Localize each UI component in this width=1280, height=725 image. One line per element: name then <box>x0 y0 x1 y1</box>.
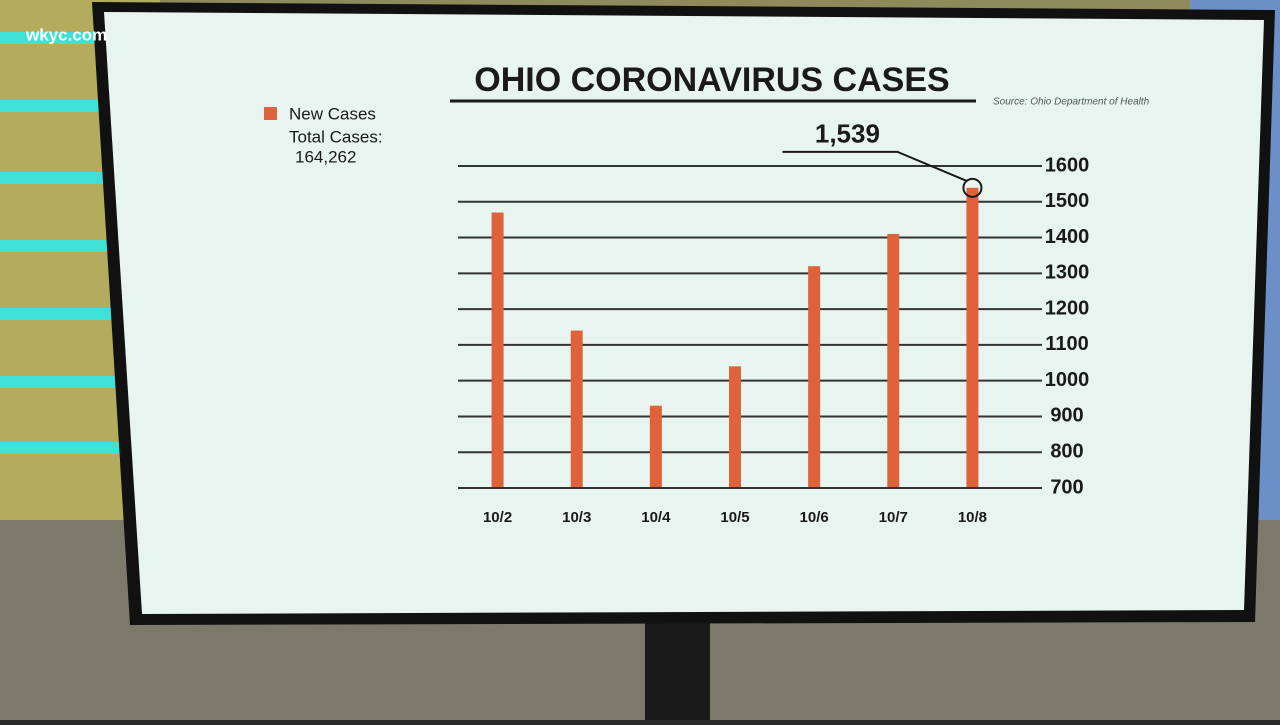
stand <box>645 610 710 720</box>
bar <box>729 366 741 488</box>
callout-circle <box>962 177 983 198</box>
y-tick-label: 1600 <box>1045 154 1090 176</box>
bar <box>887 233 900 488</box>
source: Source: Ohio Department of Health <box>993 97 1150 108</box>
bar <box>570 330 583 488</box>
y-tick-label: 700 <box>1050 476 1083 498</box>
y-tick-label: 1500 <box>1045 190 1090 212</box>
total-value: 164,262 <box>295 147 356 166</box>
light-stripes <box>0 32 140 454</box>
value-label: 1,539 <box>815 119 880 149</box>
y-tick-label: 1000 <box>1045 369 1090 391</box>
total-label: Total Cases: <box>289 127 383 146</box>
x-tick-label: 10/2 <box>483 509 512 526</box>
y-tick-label: 800 <box>1050 441 1083 463</box>
legend-swatch <box>264 107 277 120</box>
y-tick-label: 1400 <box>1045 226 1090 248</box>
x-tick-label: 10/3 <box>562 509 591 526</box>
bar <box>649 405 662 488</box>
chart-title: OHIO CORONAVIRUS CASES <box>474 61 949 99</box>
legend-label: New Cases <box>289 104 376 123</box>
x-tick-label: 10/6 <box>800 509 829 526</box>
callout-line <box>782 150 967 182</box>
x-tick-label: 10/5 <box>720 509 749 526</box>
x-tick-label: 10/4 <box>641 509 671 526</box>
bar <box>966 187 979 488</box>
y-tick-label: 1300 <box>1045 262 1090 284</box>
bar <box>808 266 821 488</box>
x-tick-label: 10/8 <box>958 509 987 526</box>
watermark: wkyc.com <box>25 25 107 44</box>
y-tick-label: 1100 <box>1045 333 1088 355</box>
y-tick-label: 1200 <box>1045 297 1090 319</box>
x-tick-label: 10/7 <box>879 509 908 526</box>
y-tick-label: 900 <box>1050 405 1083 427</box>
bar <box>491 212 504 488</box>
